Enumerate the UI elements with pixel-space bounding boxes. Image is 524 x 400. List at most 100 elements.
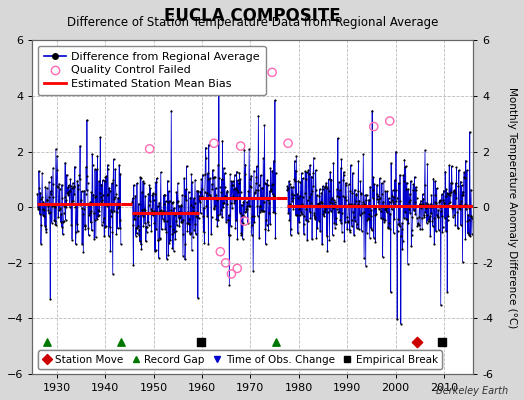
Point <box>137 246 146 253</box>
Point <box>195 199 204 206</box>
Point <box>112 190 120 197</box>
Point <box>259 208 268 215</box>
Point <box>463 167 471 174</box>
Point <box>340 238 348 244</box>
Point <box>451 222 460 228</box>
Point <box>398 246 407 253</box>
Point <box>385 198 394 205</box>
Point <box>53 153 61 159</box>
Point <box>327 176 335 183</box>
Point <box>213 223 222 230</box>
Point <box>239 198 248 205</box>
Point <box>329 160 337 166</box>
Point <box>225 212 233 218</box>
Point <box>466 233 474 240</box>
Point <box>256 202 265 209</box>
Point <box>460 169 468 175</box>
Point <box>399 178 408 185</box>
Point <box>326 196 335 202</box>
Point <box>401 164 409 170</box>
Point <box>149 197 158 203</box>
Point <box>166 236 174 243</box>
Point <box>465 204 474 211</box>
Point <box>62 197 70 204</box>
Point <box>187 202 195 208</box>
Point <box>403 216 411 222</box>
Point <box>208 185 216 192</box>
Point <box>67 222 75 228</box>
Point <box>310 209 318 216</box>
Point <box>395 220 403 227</box>
Point <box>433 212 441 218</box>
Point <box>424 216 433 222</box>
Point <box>241 171 249 177</box>
Point <box>448 180 456 186</box>
Point <box>422 200 430 206</box>
Point <box>388 187 397 194</box>
Point <box>200 240 209 246</box>
Point <box>89 192 97 198</box>
Point <box>428 204 436 210</box>
Text: Berkeley Earth: Berkeley Earth <box>436 386 508 396</box>
Point <box>238 201 246 208</box>
Point <box>271 97 279 104</box>
Point <box>319 186 327 192</box>
Point <box>214 217 223 223</box>
Point <box>88 227 96 234</box>
Point <box>155 236 163 242</box>
Point <box>236 143 245 149</box>
Point <box>220 200 228 206</box>
Point <box>104 190 113 197</box>
Point <box>400 214 408 221</box>
Point <box>462 202 471 208</box>
Point <box>42 196 51 203</box>
Point <box>171 212 179 218</box>
Point <box>313 192 321 198</box>
Point <box>341 194 349 200</box>
Point <box>256 209 264 216</box>
Point <box>391 202 399 208</box>
Point <box>43 339 51 345</box>
Point <box>332 206 341 212</box>
Point <box>58 194 67 201</box>
Point <box>355 197 364 204</box>
Point <box>56 186 64 192</box>
Point <box>105 224 114 230</box>
Point <box>421 147 429 154</box>
Point <box>239 220 247 227</box>
Point <box>371 212 379 218</box>
Point <box>218 214 226 221</box>
Point <box>45 210 53 217</box>
Point <box>60 202 69 209</box>
Point <box>348 170 357 176</box>
Point <box>180 175 188 182</box>
Point <box>311 216 319 222</box>
Point <box>434 227 443 233</box>
Point <box>367 227 376 234</box>
Point <box>350 201 358 208</box>
Point <box>353 221 362 228</box>
Point <box>143 224 151 230</box>
Point <box>298 211 306 218</box>
Point <box>341 182 350 189</box>
Point <box>294 178 302 184</box>
Point <box>129 262 137 268</box>
Point <box>83 180 92 186</box>
Point <box>307 200 315 207</box>
Point <box>304 170 313 177</box>
Point <box>346 228 354 235</box>
Point <box>192 209 201 215</box>
Point <box>209 175 217 182</box>
Point <box>245 203 253 209</box>
Point <box>81 225 90 232</box>
Point <box>185 230 194 237</box>
Point <box>427 201 435 207</box>
Point <box>265 210 273 216</box>
Point <box>345 181 353 188</box>
Point <box>181 256 189 263</box>
Point <box>205 192 214 198</box>
Point <box>90 236 99 242</box>
Point <box>418 215 426 222</box>
Point <box>369 123 378 130</box>
Point <box>71 241 80 248</box>
